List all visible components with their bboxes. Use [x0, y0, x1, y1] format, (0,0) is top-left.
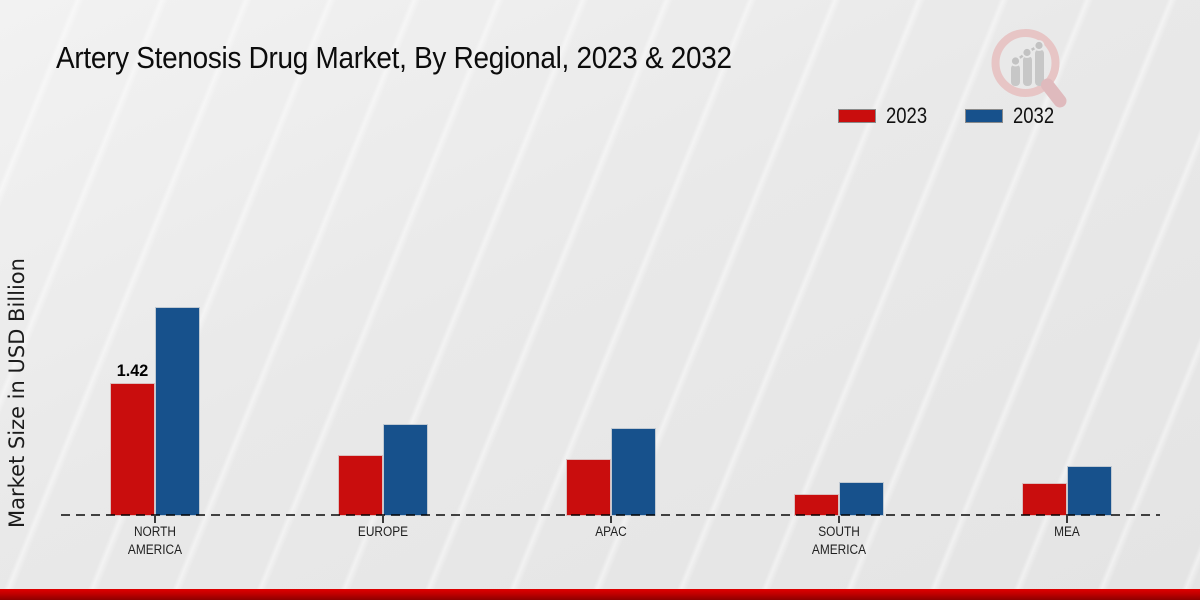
bar-2032-south-america [838, 482, 884, 516]
y-axis-label: Market Size in USD Billion [5, 258, 29, 528]
x-axis-tick [609, 516, 612, 523]
x-axis-tick [1065, 516, 1068, 523]
bar-2032-north-america [155, 307, 200, 516]
bar-2023-north-america [110, 383, 155, 516]
legend-swatch [964, 109, 1003, 123]
legend-label: 2032 [1012, 103, 1055, 128]
x-axis-label-south-america: SOUTH AMERICA [811, 524, 866, 557]
legend-swatch [838, 109, 876, 123]
bar-2023-south-america [793, 494, 839, 516]
bar-2023-europe [337, 455, 383, 516]
bar-2032-europe [382, 424, 428, 516]
legend: 2023 2032 [838, 103, 1062, 129]
x-axis-tick [837, 516, 840, 523]
x-axis-label-north-america: NORTH AMERICA [127, 524, 183, 557]
x-axis-label-mea: MEA [1053, 524, 1080, 539]
x-axis-label-europe: EUROPE [357, 524, 408, 539]
x-axis-tick [381, 516, 384, 523]
magnifier-growth-chart-icon [991, 29, 1067, 108]
x-axis-tick [154, 516, 156, 523]
legend-item-2023: 2023 [838, 103, 935, 129]
bar-2023-apac [565, 459, 611, 516]
chart-title: Artery Stenosis Drug Market, By Regional… [56, 40, 732, 75]
bar-2023-mea [1021, 483, 1067, 516]
bar-2032-mea [1066, 466, 1112, 516]
x-axis-baseline [61, 514, 1160, 516]
bar-2032-apac [610, 428, 656, 516]
footer-accent-bar [0, 589, 1200, 600]
bar-value-label: 1.42 [116, 361, 149, 380]
legend-label: 2023 [886, 103, 928, 128]
x-axis-label-apac: APAC [595, 524, 627, 539]
legend-item-2032: 2032 [964, 103, 1062, 129]
